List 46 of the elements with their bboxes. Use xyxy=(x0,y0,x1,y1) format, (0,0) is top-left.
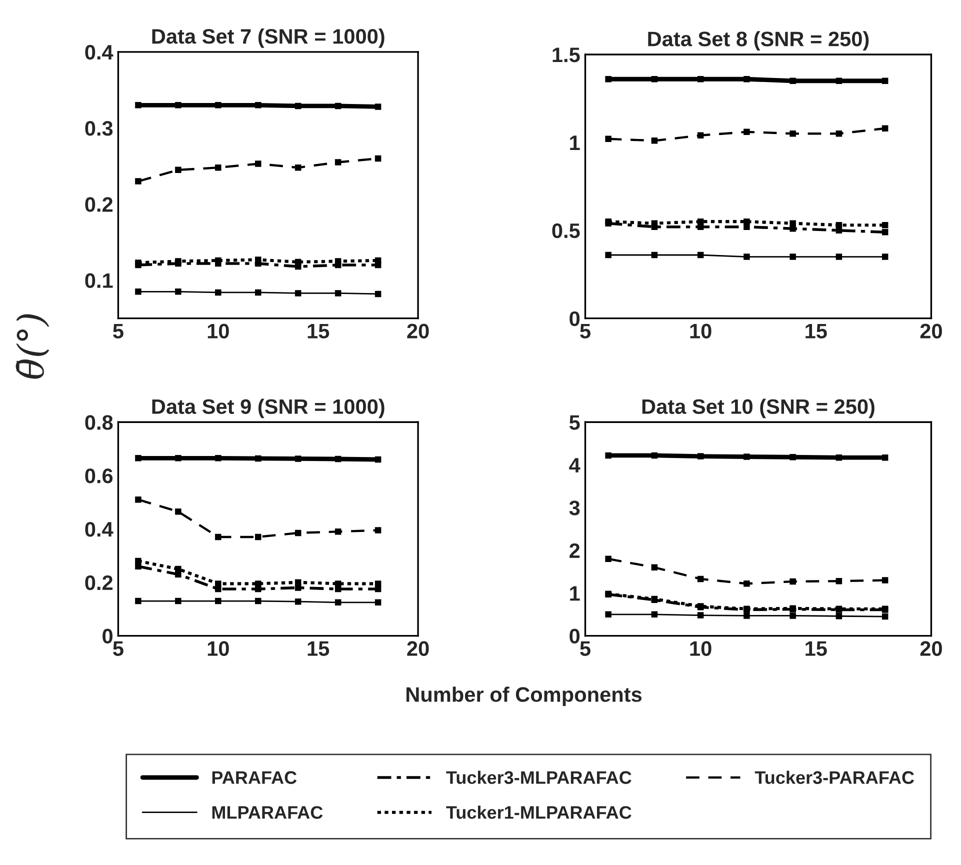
x-tick-label: 10 xyxy=(208,641,229,656)
x-tick-label: 10 xyxy=(690,324,712,338)
x-tick-label: 20 xyxy=(920,641,942,656)
y-tick-label: 0.4 xyxy=(85,522,114,537)
y-tick-label: 0.6 xyxy=(85,468,113,484)
chart-title: Data Set 10 (SNR = 250) xyxy=(642,398,874,418)
x-tick-label: 20 xyxy=(407,641,429,656)
y-tick-label: 1 xyxy=(570,136,580,150)
x-tick-label: 5 xyxy=(113,324,124,338)
x-tick-label: 15 xyxy=(308,641,330,656)
y-axis-title: θ̄(°) xyxy=(16,314,50,379)
x-tick-label: 10 xyxy=(690,641,712,656)
x-tick-label: 15 xyxy=(806,641,827,656)
y-tick-label: 0.8 xyxy=(85,415,113,430)
y-tick-label: 0 xyxy=(102,628,112,644)
legend-label: Tucker3-MLPARAFAC xyxy=(446,770,632,784)
y-tick-label: 0.3 xyxy=(85,121,113,136)
y-tick-label: 2 xyxy=(570,543,580,558)
chart-title: Data Set 9 (SNR = 1000) xyxy=(152,398,384,418)
y-tick-label: 0.4 xyxy=(85,44,114,60)
legend-label: Tucker3-PARAFAC xyxy=(754,770,914,784)
y-tick-label: 0 xyxy=(570,628,580,644)
y-tick-label: 0.2 xyxy=(85,197,113,212)
x-tick-label: 5 xyxy=(580,324,590,338)
legend-label: Tucker1-MLPARAFAC xyxy=(446,806,632,819)
x-tick-label: 15 xyxy=(308,324,330,338)
y-tick-label: 0.2 xyxy=(85,575,113,590)
x-tick-label: 5 xyxy=(580,641,590,656)
x-axis-title: Number of Components xyxy=(406,686,642,706)
chart-title: Data Set 7 (SNR = 1000) xyxy=(152,28,384,48)
legend-label: MLPARAFAC xyxy=(212,806,323,819)
legend-label: PARAFAC xyxy=(212,771,297,784)
x-tick-label: 20 xyxy=(407,324,429,338)
y-tick-label: 1.5 xyxy=(552,48,580,62)
y-tick-label: 4 xyxy=(569,458,580,472)
x-tick-label: 10 xyxy=(208,324,229,338)
y-tick-label: 0.1 xyxy=(85,273,113,288)
y-tick-label: 5 xyxy=(569,415,580,430)
x-tick-label: 5 xyxy=(113,641,124,656)
y-tick-label: 3 xyxy=(569,500,580,516)
x-tick-label: 20 xyxy=(920,324,942,338)
chart-title: Data Set 8 (SNR = 250) xyxy=(648,31,869,50)
y-tick-label: 0.5 xyxy=(552,223,580,238)
y-tick-label: 1 xyxy=(570,586,580,601)
x-tick-label: 15 xyxy=(806,324,827,338)
y-tick-label: 0 xyxy=(570,311,580,326)
